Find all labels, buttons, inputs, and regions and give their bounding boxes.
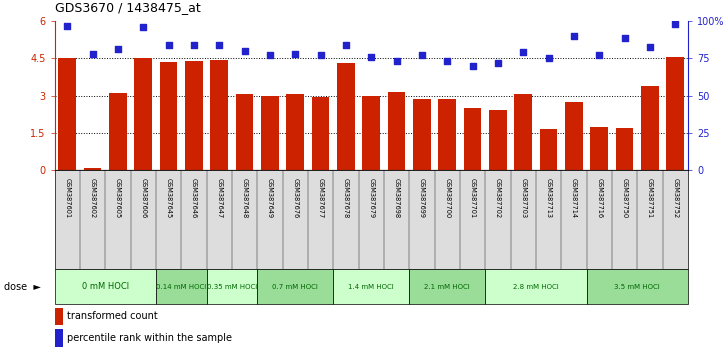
Text: GSM387714: GSM387714 [571,178,577,218]
Bar [333,269,409,304]
Text: 0 mM HOCl: 0 mM HOCl [82,282,129,291]
Text: GSM387702: GSM387702 [495,178,501,218]
Bar [486,269,587,304]
Bar [363,96,380,170]
Text: 0.14 mM HOCl: 0.14 mM HOCl [156,284,207,290]
Bar [156,269,207,304]
Point [467,63,478,69]
Point [163,42,175,48]
Point [391,58,403,64]
Bar [515,94,532,170]
Text: GSM387699: GSM387699 [419,178,425,218]
Point [644,44,656,49]
Point [492,60,504,66]
Bar [236,95,253,170]
Bar [109,93,127,170]
Point [441,58,453,64]
Bar [409,269,486,304]
Bar [55,329,63,347]
Point [416,53,428,58]
Text: GSM387752: GSM387752 [672,178,678,218]
Text: GSM387649: GSM387649 [267,178,273,218]
Text: transformed count: transformed count [67,312,158,321]
Bar [185,61,203,170]
Bar [257,269,333,304]
Text: GSM387605: GSM387605 [115,178,121,218]
Bar [590,127,608,170]
Text: GSM387703: GSM387703 [521,178,526,218]
Bar [489,110,507,170]
Text: dose  ►: dose ► [4,282,41,292]
Text: GSM387606: GSM387606 [141,178,146,218]
Text: GSM387646: GSM387646 [191,178,197,218]
Point [543,56,555,61]
Point [188,42,199,48]
Bar [207,269,257,304]
Text: GSM387677: GSM387677 [317,178,324,218]
Point [314,53,326,58]
Text: 0.7 mM HOCl: 0.7 mM HOCl [272,284,318,290]
Bar [58,58,76,170]
Bar [388,92,405,170]
Text: GSM387698: GSM387698 [394,178,400,218]
Text: GSM387602: GSM387602 [90,178,95,218]
Text: GDS3670 / 1438475_at: GDS3670 / 1438475_at [55,1,200,14]
Point [61,23,73,29]
Point [518,50,529,55]
Text: 0.35 mM HOCl: 0.35 mM HOCl [207,284,257,290]
Point [290,51,301,57]
Bar [55,269,156,304]
Bar [286,95,304,170]
Text: percentile rank within the sample: percentile rank within the sample [67,333,232,343]
Text: GSM387751: GSM387751 [647,178,653,218]
Point [213,42,225,48]
Bar [84,168,101,170]
Point [264,53,276,58]
Point [87,51,98,57]
Bar [210,59,228,170]
Text: 2.8 mM HOCl: 2.8 mM HOCl [513,284,559,290]
Text: 2.1 mM HOCl: 2.1 mM HOCl [424,284,470,290]
Point [340,42,352,48]
Point [112,47,124,52]
Text: GSM387678: GSM387678 [343,178,349,218]
Text: 1.4 mM HOCl: 1.4 mM HOCl [349,284,394,290]
Bar [587,269,688,304]
Bar [616,128,633,170]
Bar [55,308,63,325]
Bar [539,129,558,170]
Text: GSM387713: GSM387713 [545,178,552,218]
Point [239,48,250,54]
Point [593,53,605,58]
Bar [337,63,355,170]
Point [138,24,149,30]
Bar [261,96,279,170]
Text: GSM387648: GSM387648 [242,178,248,218]
Text: GSM387701: GSM387701 [470,178,475,218]
Bar [641,86,659,170]
Point [568,33,579,39]
Bar [438,99,456,170]
Text: GSM387750: GSM387750 [622,178,628,218]
Bar [464,108,481,170]
Point [365,54,377,60]
Point [619,35,630,40]
Bar [413,99,431,170]
Text: GSM387645: GSM387645 [165,178,172,218]
Text: GSM387647: GSM387647 [216,178,222,218]
Text: GSM387716: GSM387716 [596,178,602,218]
Bar [312,97,330,170]
Text: GSM387601: GSM387601 [64,178,71,218]
Point [670,21,681,27]
Text: GSM387700: GSM387700 [444,178,451,218]
Text: GSM387676: GSM387676 [292,178,298,218]
Bar [666,57,684,170]
Bar [135,58,152,170]
Text: GSM387679: GSM387679 [368,178,374,218]
Text: 3.5 mM HOCl: 3.5 mM HOCl [614,284,660,290]
Bar [159,62,178,170]
Bar [565,102,583,170]
